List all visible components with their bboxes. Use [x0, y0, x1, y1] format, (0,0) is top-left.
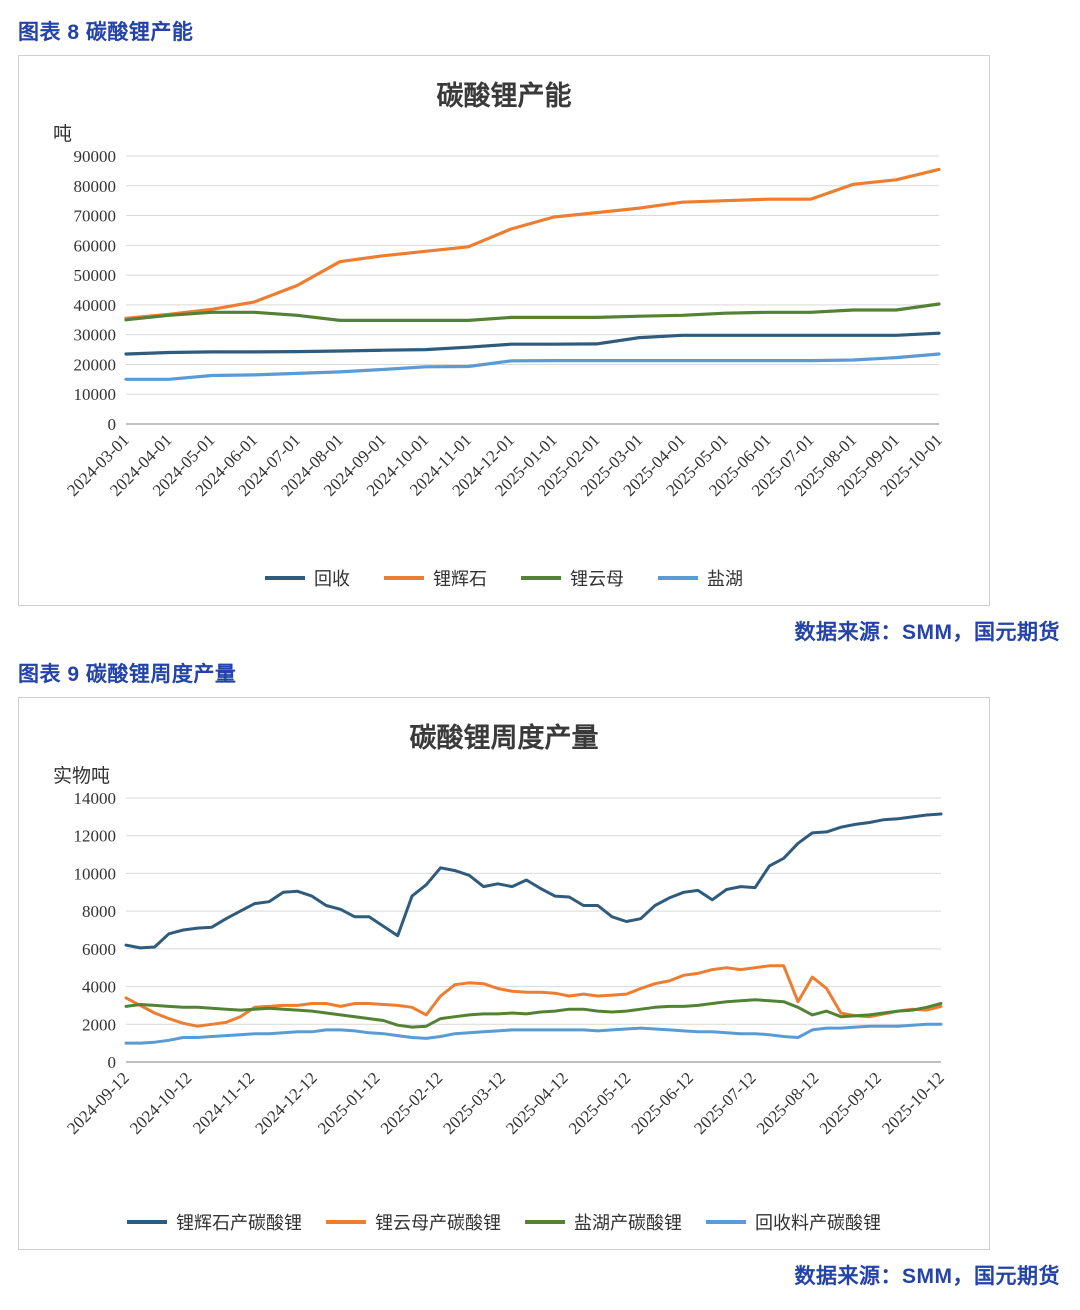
legend-label: 锂云母: [570, 569, 624, 589]
x-tick-label: 2025-10-12: [878, 1068, 948, 1138]
y-tick-label: 90000: [74, 147, 117, 166]
legend-item-回收: 回收: [265, 565, 350, 591]
figure9-heading: 图表 9 碳酸锂周度产量: [18, 663, 237, 686]
legend-label: 回收: [314, 569, 350, 589]
x-tick-label: 2025-06-12: [628, 1068, 698, 1138]
legend-item-锂云母: 锂云母: [521, 565, 624, 591]
y-tick-label: 20000: [74, 355, 117, 374]
x-tick-label: 2025-05-12: [565, 1068, 635, 1138]
series-line-锂云母产碳酸锂: [124, 964, 943, 1028]
y-tick-label: 2000: [82, 1015, 116, 1034]
legend-label: 锂辉石: [433, 569, 487, 589]
y-tick-label: 50000: [74, 266, 117, 285]
legend-item-盐湖产碳酸锂: 盐湖产碳酸锂: [525, 1209, 682, 1235]
y-tick-label: 10000: [74, 864, 117, 883]
legend-label: 回收料产碳酸锂: [755, 1213, 881, 1233]
series-line-回收: [124, 331, 941, 356]
legend-label: 盐湖产碳酸锂: [574, 1213, 682, 1233]
x-tick-label: 2025-01-12: [314, 1068, 384, 1138]
legend-line-swatch: [658, 576, 698, 580]
source-label-1: 数据来源：SMM，国元期货: [794, 621, 1060, 644]
legend-line-swatch: [384, 576, 424, 580]
y-tick-label: 14000: [74, 789, 117, 808]
y-tick-label: 12000: [74, 827, 117, 846]
legend-line-swatch: [525, 1220, 565, 1224]
series-line-盐湖: [124, 352, 941, 381]
figure8-chart-box: 碳酸锂产能 吨 0 10000 20000 30000 40000 50000 60000 7…: [18, 55, 990, 606]
y-tick-label: 6000: [82, 940, 116, 959]
legend-line-swatch: [265, 576, 305, 580]
y-tick-label: 60000: [74, 236, 117, 255]
series-line-锂云母: [124, 302, 941, 322]
legend-item-锂辉石: 锂辉石: [384, 565, 487, 591]
y-tick-label: 10000: [74, 385, 117, 404]
legend-label: 锂云母产碳酸锂: [375, 1213, 501, 1233]
figure8-heading: 图表 8 碳酸锂产能: [18, 21, 194, 44]
legend-line-swatch: [127, 1220, 167, 1224]
chart1-title: 碳酸锂产能: [436, 81, 572, 111]
x-tick-label: 2025-03-12: [439, 1068, 509, 1138]
y-tick-label: 0: [108, 1053, 117, 1072]
legend-line-swatch: [706, 1220, 746, 1224]
y-tick-label: 4000: [82, 978, 116, 997]
x-tick-label: 2025-04-12: [502, 1068, 572, 1138]
x-tick-label: 2025-02-12: [377, 1068, 447, 1138]
y-tick-label: 70000: [74, 207, 117, 226]
chart2-y-axis-unit: 实物吨: [53, 766, 111, 787]
y-tick-label: 0: [108, 415, 117, 434]
series-line-锂辉石产碳酸锂: [124, 812, 943, 950]
x-tick-label: 2025-07-12: [690, 1068, 760, 1138]
series-line-锂辉石: [124, 167, 941, 320]
y-tick-label: 30000: [74, 326, 117, 345]
legend-line-swatch: [326, 1220, 366, 1224]
y-tick-label: 40000: [74, 296, 117, 315]
y-tick-label: 8000: [82, 902, 116, 921]
legend-line-swatch: [521, 576, 561, 580]
legend-item-锂云母产碳酸锂: 锂云母产碳酸锂: [326, 1209, 501, 1235]
series-line-盐湖产碳酸锂: [124, 998, 943, 1029]
legend-item-盐湖: 盐湖: [658, 565, 743, 591]
x-tick-label: 2024-09-12: [63, 1068, 133, 1138]
legend-label: 盐湖: [707, 569, 743, 589]
chart2-title: 碳酸锂周度产量: [409, 723, 599, 753]
x-tick-label: 2024-12-12: [251, 1068, 321, 1138]
legend-label: 锂辉石产碳酸锂: [176, 1213, 302, 1233]
chart1-legend: 回收 锂辉石 锂云母 盐湖: [31, 565, 977, 591]
series-line-回收料产碳酸锂: [124, 1022, 943, 1045]
x-tick-label: 2025-09-12: [816, 1068, 886, 1138]
y-tick-label: 80000: [74, 177, 117, 196]
chart1-y-axis-unit: 吨: [53, 124, 73, 145]
chart1-plot-area: 0 10000 20000 30000 40000 50000 60000 70000 8000…: [63, 147, 946, 500]
figure9-chart-box: 碳酸锂周度产量 实物吨 0 2000 4000 6000 8000 10000 12000 1…: [18, 697, 990, 1250]
x-tick-label: 2024-10-12: [126, 1068, 196, 1138]
x-tick-label: 2024-11-12: [189, 1068, 258, 1137]
legend-item-锂辉石产碳酸锂: 锂辉石产碳酸锂: [127, 1209, 302, 1235]
x-tick-label: 2025-08-12: [753, 1068, 823, 1138]
chart2-plot-area: 0 2000 4000 6000 8000 10000 12000 14000 2024-09-…: [63, 789, 948, 1138]
chart2-legend: 锂辉石产碳酸锂 锂云母产碳酸锂 盐湖产碳酸锂 回收料产碳酸锂: [31, 1209, 977, 1235]
source-label-2: 数据来源：SMM，国元期货: [794, 1265, 1060, 1288]
legend-item-回收料产碳酸锂: 回收料产碳酸锂: [706, 1209, 881, 1235]
